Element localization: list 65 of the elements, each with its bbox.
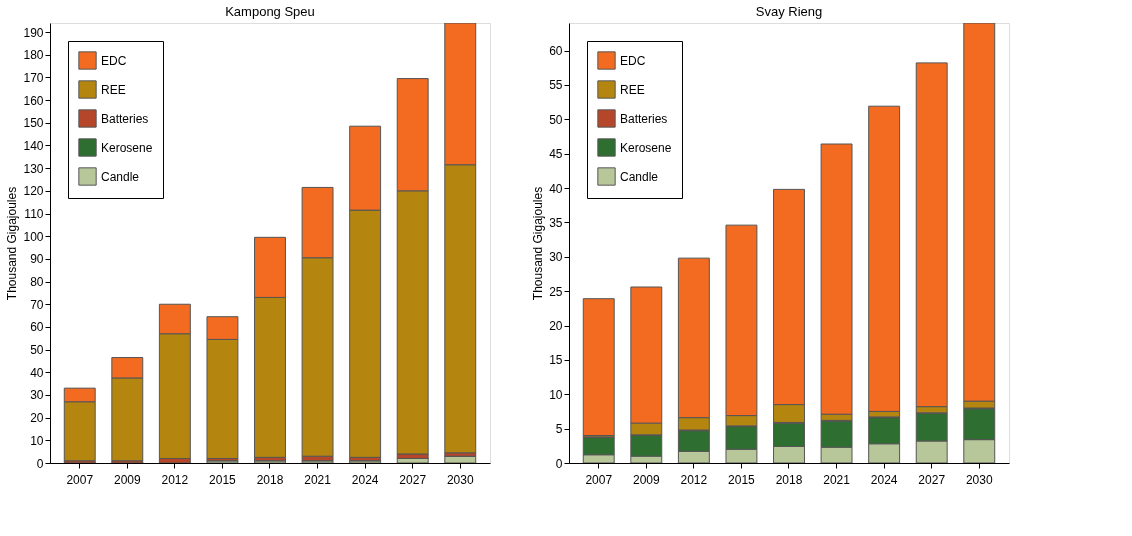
y-tick-label: 25	[549, 284, 563, 299]
y-tick-label: 140	[23, 138, 44, 153]
legend-label: REE	[101, 82, 126, 97]
x-tick-label: 2030	[965, 472, 993, 487]
x-tick-label: 2009	[632, 472, 660, 487]
legend-label: Batteries	[620, 111, 668, 126]
legend-label: EDC	[101, 53, 127, 68]
x-tick-label: 2018	[775, 472, 803, 487]
y-tick-label: 50	[549, 112, 563, 127]
legend-label: Candle	[101, 169, 140, 184]
x-tick-label: 2024	[351, 472, 379, 487]
x-tick-label: 2024	[870, 472, 898, 487]
y-tick-label: 55	[549, 78, 563, 93]
y-tick-label: 20	[30, 411, 44, 426]
y-tick-label: 10	[30, 433, 44, 448]
y-tick-label: 60	[30, 320, 44, 335]
legend-label: EDC	[620, 53, 646, 68]
y-tick-label: 50	[30, 343, 44, 358]
x-tick-label: 2007	[66, 472, 94, 487]
y-tick-label: 35	[549, 215, 563, 230]
y-tick-label: 20	[549, 319, 563, 333]
y-tick-label: 130	[23, 161, 44, 176]
legend-label: Kerosene	[620, 140, 672, 155]
x-tick-label: 2015	[728, 472, 756, 487]
y-tick-label: 180	[23, 48, 44, 63]
legend-label: Batteries	[101, 111, 149, 126]
y-tick-label: 15	[549, 353, 563, 368]
chart-title: Kampong Speu	[225, 4, 315, 19]
x-tick-label: 2030	[446, 472, 474, 487]
y-tick-label: 100	[23, 229, 44, 244]
x-tick-label: 2012	[161, 472, 189, 487]
x-tick-label: 2027	[918, 472, 946, 487]
y-tick-label: 0	[555, 456, 563, 471]
legend-label: REE	[620, 82, 645, 97]
y-tick-label: 150	[23, 116, 44, 131]
y-axis-title: Thousand Gigajoules	[531, 186, 546, 301]
x-tick-label: 2015	[209, 472, 237, 487]
x-tick-label: 2018	[256, 472, 284, 487]
y-tick-label: 45	[549, 147, 563, 162]
y-tick-label: 10	[549, 387, 563, 402]
x-tick-label: 2009	[113, 472, 141, 487]
y-tick-label: 170	[23, 70, 44, 85]
y-tick-label: 5	[555, 422, 563, 437]
y-tick-label: 40	[549, 181, 563, 196]
y-tick-label: 160	[23, 93, 44, 108]
legend-label: Candle	[620, 169, 659, 184]
y-tick-label: 60	[549, 44, 563, 58]
y-tick-label: 30	[30, 388, 44, 403]
y-tick-label: 80	[30, 275, 44, 290]
x-tick-label: 2021	[304, 472, 332, 487]
legend-label: Kerosene	[101, 140, 153, 155]
y-tick-label: 0	[36, 456, 44, 471]
y-axis-title: Thousand Gigajoules	[5, 186, 20, 301]
y-tick-label: 90	[30, 252, 44, 267]
y-tick-label: 110	[24, 207, 44, 222]
x-tick-label: 2007	[585, 472, 613, 487]
y-tick-label: 40	[30, 365, 44, 380]
y-tick-label: 120	[23, 184, 44, 199]
x-tick-label: 2012	[680, 472, 708, 487]
x-tick-label: 2027	[399, 472, 427, 487]
y-tick-label: 190	[23, 25, 44, 40]
y-tick-label: 30	[549, 250, 563, 265]
y-tick-label: 70	[30, 297, 44, 312]
chart-title: Svay Rieng	[755, 4, 823, 19]
x-tick-label: 2021	[823, 472, 851, 487]
